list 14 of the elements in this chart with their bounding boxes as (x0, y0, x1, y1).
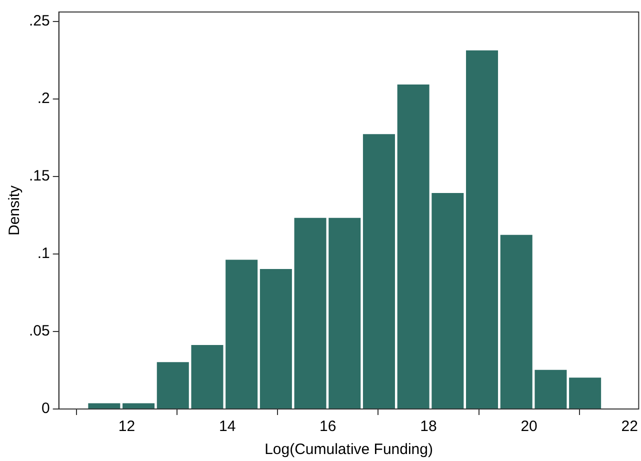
y-tick-label: .25 (28, 12, 50, 30)
x-tick-label: 22 (621, 418, 638, 436)
x-axis-title: Log(Cumulative Funding) (264, 441, 433, 458)
y-tick-label: .2 (37, 90, 50, 107)
y-axis-title: Density (6, 185, 24, 236)
y-tick-label: .05 (28, 322, 50, 340)
x-tick-label: 18 (420, 418, 437, 436)
y-tick-label: .15 (28, 168, 50, 185)
x-tick-label: 16 (320, 418, 336, 436)
x-tick-label: 14 (218, 418, 236, 436)
y-tick-label: 0 (42, 400, 50, 418)
y-tick-label: .1 (37, 245, 50, 262)
x-tick-label: 12 (118, 418, 136, 436)
x-tick-label: 20 (520, 418, 538, 436)
